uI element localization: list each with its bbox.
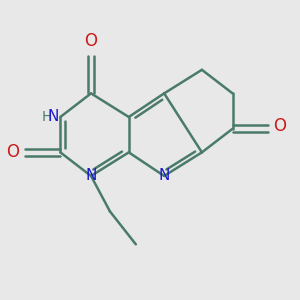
Text: N: N [47, 110, 58, 124]
Text: N: N [158, 168, 170, 183]
Text: N: N [85, 168, 97, 183]
Text: O: O [85, 32, 98, 50]
Text: H: H [41, 110, 52, 124]
Text: O: O [6, 143, 19, 161]
Text: O: O [274, 117, 286, 135]
